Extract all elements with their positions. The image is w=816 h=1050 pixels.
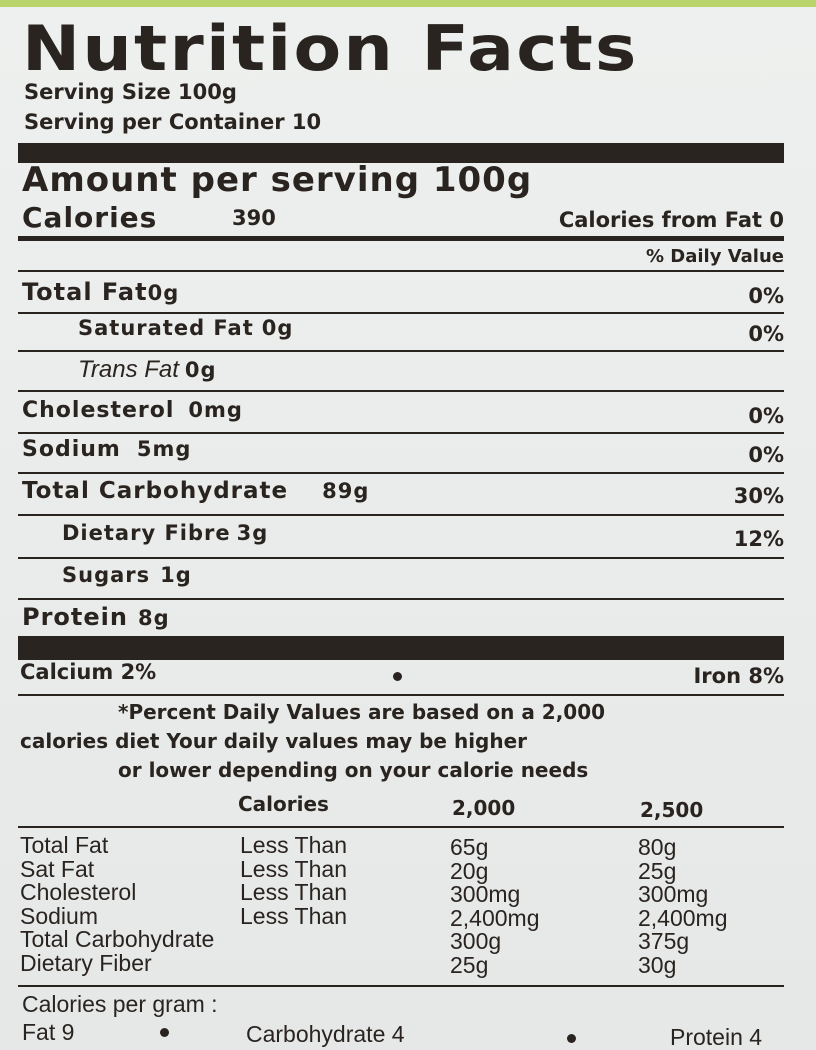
nutrient-row: Sugars 1g: [62, 563, 192, 587]
nutrient-amount: 0g: [184, 358, 217, 382]
rule: [18, 390, 784, 392]
ref-limit: Less Than: [240, 902, 347, 929]
ref-header: 2,500: [640, 798, 704, 822]
nutrient-amount: 8g: [137, 606, 170, 630]
calories-per-gram-item: Fat 9: [22, 1019, 75, 1045]
ref-value: 25g: [638, 857, 677, 884]
ref-value: 25g: [450, 951, 489, 978]
ref-value: 300mg: [638, 881, 709, 907]
daily-value: 0%: [748, 443, 784, 467]
nutrient-amount: 0g: [147, 281, 180, 305]
ref-limit: Less Than: [240, 832, 347, 858]
rule: [18, 557, 784, 559]
footnote-line: *Percent Daily Values are based on a 2,0…: [118, 700, 606, 724]
nutrient-amount: 1g: [160, 563, 192, 587]
rule: [18, 270, 784, 272]
nutrient-name: Dietary Fibre: [62, 521, 231, 545]
servings-per-container: Serving per Container 10: [24, 110, 322, 134]
calories-per-gram: Calories per gram :: [22, 991, 218, 1017]
ref-limit: Less Than: [240, 879, 347, 905]
daily-value: 0%: [748, 404, 784, 428]
calories-value: 390: [232, 206, 276, 230]
ref-value: 80g: [638, 834, 677, 860]
nutrient-row: Dietary Fibre 3g: [62, 521, 268, 545]
rule: [18, 985, 784, 987]
nutrient-amount: 0g: [261, 316, 294, 340]
ref-limit: Less Than: [240, 855, 347, 882]
nutrient-row: Saturated Fat 0g: [78, 316, 293, 340]
nutrient-row: Protein 8g: [22, 603, 170, 631]
daily-value: 30%: [733, 484, 784, 508]
nutrient-row: Total Fat0g: [22, 278, 179, 306]
nutrient-name: Saturated Fat: [78, 316, 254, 340]
daily-value-header: % Daily Value: [645, 246, 784, 267]
ref-value: 20g: [450, 857, 489, 884]
ref-header: Calories: [238, 792, 329, 816]
rule: [18, 432, 784, 434]
ref-value: 65g: [450, 834, 489, 860]
calories-from-fat: Calories from Fat 0: [558, 208, 784, 232]
daily-value: 12%: [733, 527, 784, 551]
rule: [18, 472, 784, 474]
ref-name: Sodium: [20, 902, 98, 929]
nutrient-name: Cholesterol: [22, 398, 175, 423]
rule: [18, 312, 784, 314]
ref-name: Total Carbohydrate: [20, 926, 215, 952]
nutrient-name: Protein: [22, 603, 128, 631]
nutrient-name: Sugars: [62, 563, 151, 587]
ref-value: 30g: [638, 951, 677, 978]
rule: [18, 350, 784, 352]
ref-name: Dietary Fiber: [20, 949, 152, 976]
ref-value: 375g: [638, 928, 690, 954]
top-strip: [0, 0, 816, 7]
amount-per-serving: Amount per serving 100g: [22, 160, 533, 200]
rule: [18, 826, 784, 828]
footnote-line: or lower depending on your calorie needs: [118, 758, 589, 782]
daily-value: 0%: [748, 284, 784, 308]
nutrient-amount: 3g: [236, 521, 269, 545]
calories-per-gram-item: Carbohydrate 4: [246, 1021, 405, 1047]
nutrient-row: Cholesterol 0mg: [22, 398, 243, 423]
title: Nutrition Facts: [22, 12, 639, 85]
ref-value: 2,400mg: [638, 904, 728, 931]
ref-header: 2,000: [452, 796, 516, 820]
vitamin: Iron 8%: [693, 664, 784, 688]
nutrient-amount: 0mg: [188, 398, 243, 422]
bullet: [567, 1034, 576, 1043]
thick-rule: [18, 636, 784, 660]
nutrient-name: Total Carbohydrate: [22, 478, 289, 504]
nutrient-name: Total Fat: [22, 278, 148, 306]
ref-value: 2,400mg: [450, 904, 540, 931]
ref-name: Cholesterol: [20, 879, 137, 905]
ref-name: Total Fat: [20, 832, 109, 858]
daily-value: 0%: [748, 322, 784, 346]
ref-value: 300g: [450, 928, 502, 954]
vitamin: Calcium 2%: [20, 660, 157, 684]
footnote-line: calories diet Your daily values may be h…: [20, 729, 528, 753]
nutrient-amount: 5mg: [136, 437, 192, 461]
nutrient-row: Trans Fat 0g: [78, 355, 217, 384]
thick-rule: [18, 143, 784, 163]
bullet: [393, 672, 402, 681]
nutrient-amount: 89g: [322, 479, 370, 503]
rule: [18, 598, 784, 600]
rule: [18, 694, 784, 696]
nutrient-name: Sodium: [22, 437, 121, 462]
ref-value: 300mg: [450, 881, 521, 907]
nutrient-row: Total Carbohydrate 89g: [22, 478, 369, 504]
nutrient-name: Trans Fat: [78, 356, 179, 383]
bullet: [160, 1028, 169, 1037]
rule: [18, 514, 784, 516]
calories-label: Calories: [22, 201, 158, 234]
calories-per-gram-item: Protein 4: [670, 1024, 763, 1050]
serving-size: Serving Size 100g: [24, 80, 237, 104]
nutrient-row: Sodium 5mg: [22, 437, 191, 462]
rule: [18, 236, 784, 241]
ref-name: Sat Fat: [20, 855, 95, 882]
